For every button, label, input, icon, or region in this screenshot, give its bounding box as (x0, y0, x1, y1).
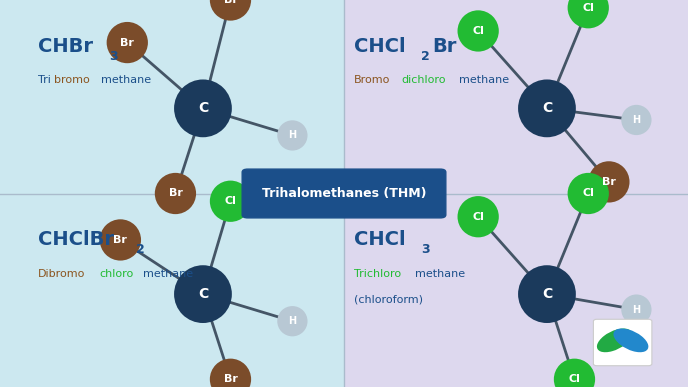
Text: C: C (542, 287, 552, 301)
Text: Bromo: Bromo (354, 75, 391, 86)
Text: C: C (542, 101, 552, 115)
Text: 2: 2 (136, 243, 144, 256)
Text: Br: Br (432, 37, 457, 56)
Ellipse shape (210, 359, 251, 387)
Text: H: H (632, 115, 641, 125)
Ellipse shape (100, 219, 141, 260)
Ellipse shape (621, 295, 652, 325)
Text: H: H (288, 130, 297, 140)
Ellipse shape (107, 22, 148, 63)
Ellipse shape (614, 329, 648, 352)
Ellipse shape (155, 173, 196, 214)
Text: Cl: Cl (472, 212, 484, 222)
Ellipse shape (568, 0, 609, 28)
Text: CHCl: CHCl (354, 37, 406, 56)
Text: Br: Br (120, 38, 134, 48)
Text: Tri: Tri (38, 75, 51, 86)
Text: CHCl: CHCl (354, 230, 406, 250)
Ellipse shape (174, 265, 232, 323)
Text: Cl: Cl (568, 374, 581, 384)
Ellipse shape (458, 196, 499, 237)
Ellipse shape (588, 161, 630, 202)
Text: Br: Br (169, 188, 182, 199)
Ellipse shape (518, 265, 576, 323)
Text: H: H (632, 305, 641, 315)
Text: Cl: Cl (472, 26, 484, 36)
Text: Cl: Cl (582, 3, 594, 13)
Ellipse shape (621, 105, 652, 135)
Text: 2: 2 (421, 50, 430, 63)
Text: dichloro: dichloro (401, 75, 446, 86)
Text: (chloroform): (chloroform) (354, 294, 423, 304)
Text: C: C (198, 101, 208, 115)
Ellipse shape (277, 120, 308, 151)
Ellipse shape (210, 0, 251, 21)
Text: methane: methane (100, 75, 151, 86)
Text: 3: 3 (421, 243, 429, 256)
Text: methane: methane (415, 269, 465, 279)
Text: Cl: Cl (582, 188, 594, 199)
Text: Trichloro: Trichloro (354, 269, 401, 279)
Text: methane: methane (459, 75, 509, 86)
FancyBboxPatch shape (242, 169, 446, 218)
Text: C: C (198, 287, 208, 301)
Ellipse shape (458, 10, 499, 51)
Text: Br: Br (114, 235, 127, 245)
Text: CHBr: CHBr (38, 37, 93, 56)
Text: Br: Br (602, 177, 616, 187)
Text: Trihalomethanes (THM): Trihalomethanes (THM) (261, 187, 427, 200)
Text: chloro: chloro (99, 269, 133, 279)
FancyBboxPatch shape (593, 319, 652, 366)
Ellipse shape (277, 306, 308, 336)
Ellipse shape (554, 359, 595, 387)
Text: methane: methane (143, 269, 193, 279)
Text: Dibromo: Dibromo (38, 269, 85, 279)
Bar (344, 0, 688, 387)
Text: Br: Br (224, 0, 237, 5)
Ellipse shape (174, 79, 232, 137)
Ellipse shape (597, 329, 632, 352)
Ellipse shape (568, 173, 609, 214)
Ellipse shape (210, 181, 251, 222)
Text: CHClBr: CHClBr (38, 230, 114, 250)
Text: bromo: bromo (54, 75, 90, 86)
Text: Br: Br (224, 374, 237, 384)
Text: 3: 3 (109, 50, 118, 63)
Ellipse shape (518, 79, 576, 137)
Bar (0, 0, 344, 387)
Text: H: H (288, 316, 297, 326)
Text: Cl: Cl (224, 196, 237, 206)
